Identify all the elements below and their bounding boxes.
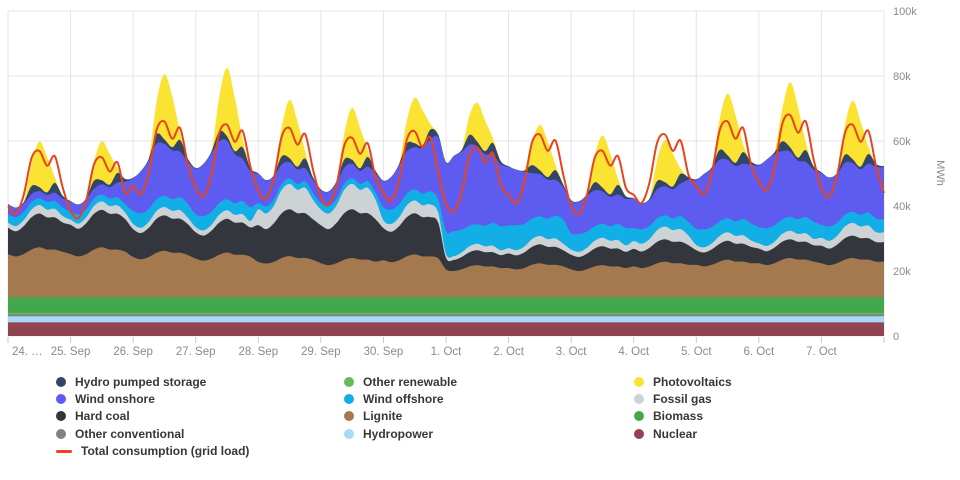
x-label-25-sep: 25. Sep [51, 346, 91, 358]
legend-label: Lignite [363, 409, 403, 424]
y-label-20k: 20k [893, 266, 911, 278]
legend-label: Hydropower [363, 426, 434, 441]
lignite-color-dot [344, 411, 354, 422]
x-label-26-sep: 26. Sep [113, 346, 153, 358]
x-label-27-sep: 27. Sep [176, 346, 216, 358]
x-label-24: 24. … [12, 346, 43, 358]
x-label-7-oct: 7. Oct [806, 346, 837, 358]
legend-label: Fossil gas [653, 392, 712, 407]
legend-item-photovoltaics[interactable]: Photovoltaics [634, 373, 732, 390]
legend-label: Hard coal [75, 409, 130, 424]
energy-stacked-area-chart[interactable]: 24. … 25. Sep 26. Sep 27. Sep 28. Sep 29. Sep… [0, 0, 960, 364]
photovoltaics-color-dot [634, 376, 644, 387]
x-label-2-oct: 2. Oct [493, 346, 524, 358]
x-label-3-oct: 3. Oct [556, 346, 587, 358]
other-conventional-color-dot [56, 428, 66, 439]
hydropower-color-dot [344, 428, 354, 439]
nuclear-color-dot [634, 428, 644, 439]
legend-item-hydro-pumped-storage[interactable]: Hydro pumped storage [56, 373, 249, 390]
legend-item-wind-onshore[interactable]: Wind onshore [56, 390, 249, 407]
legend-label: Hydro pumped storage [75, 374, 207, 389]
total-consumption-grid-load-line-swatch [56, 449, 72, 453]
legend-label: Wind onshore [75, 392, 155, 407]
legend-label: Other conventional [75, 426, 185, 441]
wind-offshore-color-dot [344, 394, 354, 405]
x-label-1-oct: 1. Oct [431, 346, 462, 358]
hydro-pumped-storage-color-dot [56, 376, 66, 387]
y-label-40k: 40k [893, 201, 911, 213]
consumption-line[interactable] [7, 113, 885, 220]
legend-item-lignite[interactable]: Lignite [344, 408, 457, 425]
y-label-100k: 100k [893, 6, 917, 18]
legend-item-hydropower[interactable]: Hydropower [344, 425, 457, 442]
legend-column-2: Photovoltaics Fossil gas Biomass Nuclear [634, 373, 732, 443]
legend-label: Wind offshore [363, 392, 444, 407]
legend-label: Total consumption (grid load) [81, 444, 250, 459]
legend-item-fossil-gas[interactable]: Fossil gas [634, 390, 732, 407]
legend-label: Nuclear [653, 426, 698, 441]
x-label-29-sep: 29. Sep [301, 346, 341, 358]
legend-column-1: Other renewable Wind offshore Lignite Hydro… [344, 373, 457, 443]
x-label-28-sep: 28. Sep [238, 346, 278, 358]
legend-label: Biomass [653, 409, 704, 424]
fossil-gas-color-dot [634, 394, 644, 405]
legend-item-other-conventional[interactable]: Other conventional [56, 425, 249, 442]
area-nuclear[interactable] [8, 322, 884, 336]
legend-item-nuclear[interactable]: Nuclear [634, 425, 732, 442]
legend-item-hard-coal[interactable]: Hard coal [56, 408, 249, 425]
chart-legend: Hydro pumped storage Wind onshore Hard coa… [0, 373, 960, 473]
legend-label: Other renewable [363, 374, 458, 389]
y-label-0: 0 [893, 331, 899, 343]
y-label-60k: 60k [893, 136, 911, 148]
legend-item-total-consumption-grid-load[interactable]: Total consumption (grid load) [56, 443, 249, 460]
legend-column-0: Hydro pumped storage Wind onshore Hard coa… [56, 373, 249, 460]
legend-label: Photovoltaics [653, 374, 732, 389]
x-label-30-sep: 30. Sep [364, 346, 404, 358]
y-label-80k: 80k [893, 71, 911, 83]
biomass-color-dot [634, 411, 644, 422]
other-renewable-color-dot [344, 376, 354, 387]
legend-item-other-renewable[interactable]: Other renewable [344, 373, 457, 390]
hard-coal-color-dot [56, 411, 66, 422]
legend-item-biomass[interactable]: Biomass [634, 408, 732, 425]
y-axis-unit-label: MWh [934, 160, 946, 186]
legend-item-wind-offshore[interactable]: Wind offshore [344, 390, 457, 407]
x-label-6-oct: 6. Oct [744, 346, 775, 358]
x-label-4-oct: 4. Oct [618, 346, 649, 358]
wind-onshore-color-dot [56, 394, 66, 405]
x-label-5-oct: 5. Oct [681, 346, 712, 358]
